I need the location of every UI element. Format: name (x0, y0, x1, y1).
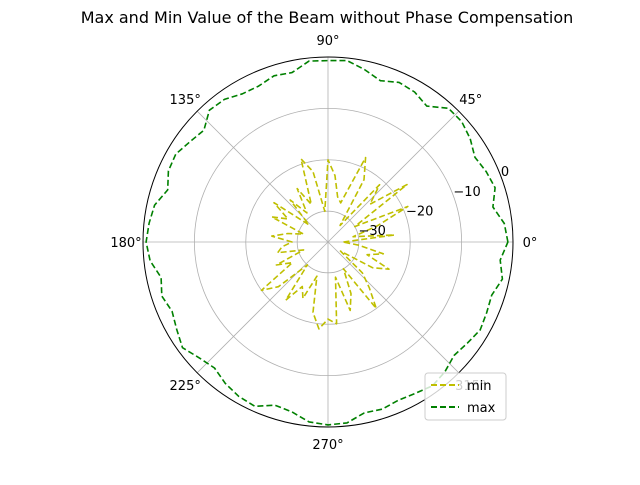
polar-grid (142, 56, 514, 428)
radial-tick-label: −20 (406, 205, 433, 220)
angular-tick-label: 90° (316, 34, 339, 49)
angular-tick-label: 270° (312, 438, 343, 453)
angular-tick-label: 225° (170, 379, 201, 394)
series-layer (145, 59, 509, 426)
angular-tick-label: 0° (523, 236, 538, 251)
angular-tick-label: 45° (459, 93, 482, 108)
angular-grid-line (327, 110, 460, 243)
angular-grid-line (196, 110, 329, 243)
angular-tick-label: 180° (110, 236, 141, 251)
series-line-min (260, 156, 409, 330)
polar-frame (142, 56, 514, 428)
legend-label-max: max (467, 401, 496, 416)
angular-tick-label: 135° (170, 93, 201, 108)
legend: min max (424, 372, 507, 421)
legend-label-min: min (467, 379, 492, 394)
radial-tick-label: −30 (359, 224, 386, 239)
chart-title: Max and Min Value of the Beam without Ph… (81, 8, 574, 27)
angular-grid-line (327, 241, 460, 374)
angular-grid-line (196, 241, 329, 374)
series-line-max (145, 59, 509, 426)
radial-tick-label: 0 (501, 165, 509, 180)
radial-tick-label: −10 (453, 185, 480, 200)
